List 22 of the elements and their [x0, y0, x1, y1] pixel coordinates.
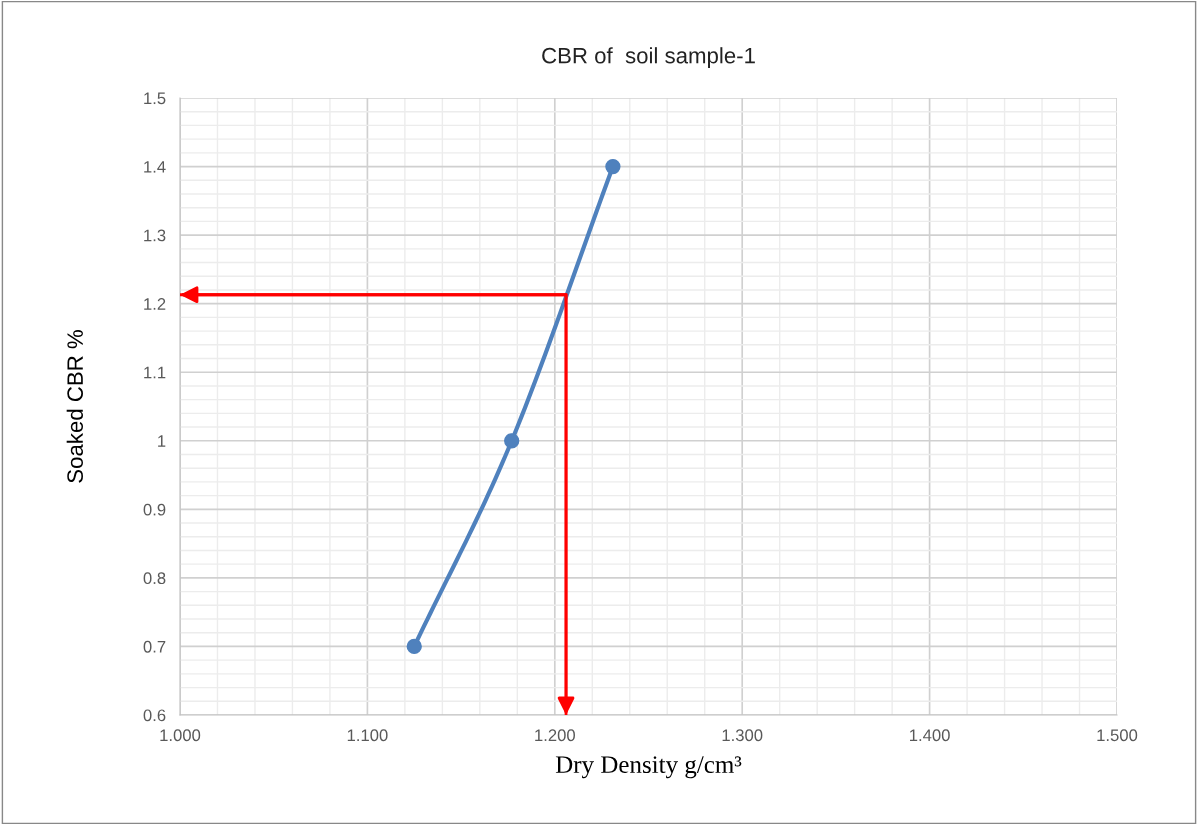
y-tick-label: 1.3 — [144, 229, 166, 242]
point — [406, 638, 422, 655]
x-tick-label: 1.300 — [722, 729, 763, 742]
x-tick-label: 1.100 — [347, 729, 388, 742]
y-tick-label: 1.5 — [144, 92, 166, 105]
x-axis-title: Dry Density g/cm³ — [555, 756, 742, 779]
y-tick-label: 1.4 — [144, 161, 166, 173]
x-tick-label: 1.400 — [910, 729, 950, 742]
y-tick-label: 1 — [158, 435, 166, 447]
y-tick-label: 0.7 — [143, 640, 166, 653]
point — [504, 433, 520, 449]
y-tick-label: 0.6 — [143, 709, 166, 722]
chart-title: CBR of soil sample-1 — [542, 47, 755, 68]
y-axis-title: Soaked CBR % — [66, 330, 83, 483]
point — [605, 158, 621, 175]
x-tick-label: 1.200 — [535, 729, 575, 742]
y-tick-label: 1.2 — [144, 298, 166, 310]
y-tick-label: 0.9 — [143, 503, 166, 516]
x-tick-label: 1.500 — [1097, 729, 1138, 742]
y-tick-label: 1.1 — [144, 366, 166, 379]
x-tick-label: 1.000 — [160, 729, 201, 742]
y-tick-label: 0.8 — [143, 572, 166, 585]
